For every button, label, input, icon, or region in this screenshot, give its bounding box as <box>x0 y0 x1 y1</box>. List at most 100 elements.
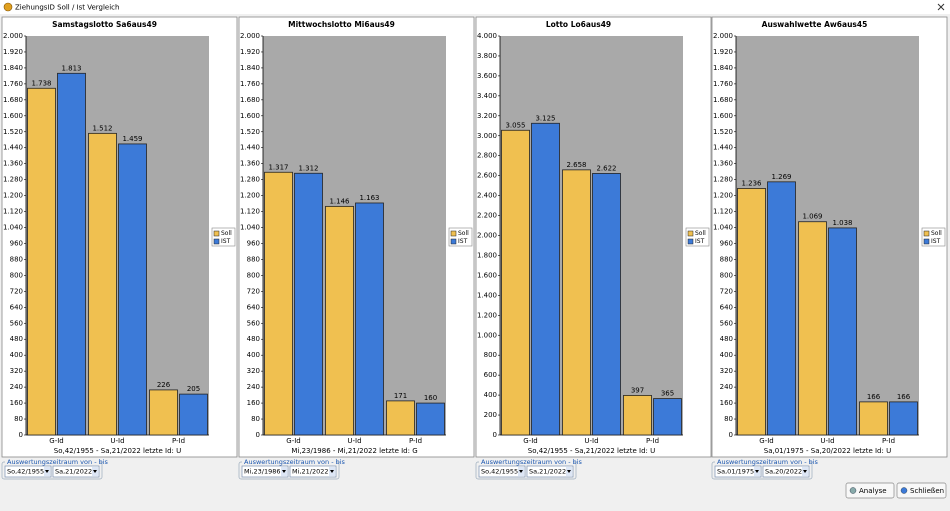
value-label: 1.146 <box>329 197 350 205</box>
y-tick-label: 1.120 <box>240 208 260 216</box>
y-tick-label: 320 <box>10 367 23 375</box>
y-tick-label: 1.600 <box>713 112 733 120</box>
y-tick-label: 880 <box>10 255 23 263</box>
title-bar <box>0 0 950 14</box>
bar <box>828 227 857 436</box>
y-tick-label: 1.680 <box>3 96 23 104</box>
bar <box>767 181 796 436</box>
y-tick-label: 600 <box>484 371 497 379</box>
button[interactable] <box>845 482 895 499</box>
y-tick-label: 1.360 <box>713 160 733 168</box>
y-tick-label: 400 <box>720 351 733 359</box>
range-label: Auswertungszeitraum von - bis <box>244 458 346 466</box>
y-tick-label: 0 <box>19 431 23 439</box>
combo-arrow <box>330 470 334 473</box>
bar <box>531 122 560 436</box>
combo-arrow <box>93 470 97 473</box>
combo-box[interactable] <box>4 465 52 478</box>
y-tick-label: 1.600 <box>477 271 497 279</box>
y-tick-label: 200 <box>484 411 497 419</box>
value-label: 2.622 <box>596 164 616 172</box>
combo-text: Sa,21/2022 <box>529 468 566 476</box>
y-tick-label: 2.800 <box>477 152 497 160</box>
value-label: 1.317 <box>268 163 288 171</box>
legend-label: Soll <box>221 230 232 237</box>
x-tick-label: P-Id <box>646 437 659 445</box>
bar <box>355 202 384 436</box>
y-tick-label: 1.120 <box>713 208 733 216</box>
y-tick-label: 1.920 <box>240 48 260 56</box>
value-label: 160 <box>424 394 437 402</box>
combo-box[interactable] <box>478 465 526 478</box>
button[interactable] <box>896 482 947 499</box>
value-label: 1.738 <box>31 79 51 87</box>
combo-arrow <box>519 470 523 473</box>
value-label: 1.312 <box>298 164 318 172</box>
y-tick-label: 400 <box>247 351 260 359</box>
window-title: ZiehungsID Soll / Ist Vergleich <box>15 4 119 12</box>
y-tick-label: 0 <box>493 431 497 439</box>
bar <box>27 87 56 436</box>
y-tick-label: 1.840 <box>3 64 23 72</box>
combo-box[interactable] <box>52 465 100 478</box>
x-tick-label: G-Id <box>523 437 537 445</box>
y-tick-label: 1.760 <box>240 80 260 88</box>
y-tick-label: 1.200 <box>477 311 497 319</box>
y-tick-label: 320 <box>720 367 733 375</box>
y-tick-label: 2.000 <box>3 32 23 40</box>
y-tick-label: 0 <box>729 431 733 439</box>
value-label: 226 <box>157 381 171 389</box>
y-tick-label: 1.760 <box>713 80 733 88</box>
combo-arrow <box>803 470 807 473</box>
legend-swatch <box>687 238 694 245</box>
button-icon <box>900 487 908 494</box>
value-label: 1.512 <box>92 124 112 132</box>
y-tick-label: 160 <box>720 399 733 407</box>
x-tick-label: P-Id <box>882 437 895 445</box>
x-tick-label: P-Id <box>409 437 422 445</box>
value-label: 1.813 <box>61 64 81 72</box>
combo-arrow <box>282 470 286 473</box>
x-tick-label: G-Id <box>286 437 300 445</box>
chart-title: Auswahlwette Aw6aus45 <box>762 20 868 29</box>
bar <box>798 221 827 436</box>
legend-swatch <box>450 230 457 237</box>
combo-text: Mi,21/2022 <box>292 468 328 476</box>
y-tick-label: 800 <box>10 271 23 279</box>
plot-area <box>736 36 919 435</box>
y-tick-label: 1.920 <box>3 48 23 56</box>
plot-area <box>500 36 683 435</box>
combo-box[interactable] <box>714 465 762 478</box>
close-button[interactable] <box>937 3 945 11</box>
legend-swatch <box>923 238 930 245</box>
y-tick-label: 480 <box>10 335 23 343</box>
y-tick-label: 0 <box>256 431 260 439</box>
button-icon <box>849 487 857 494</box>
combo-box[interactable] <box>526 465 574 478</box>
bar <box>653 398 682 436</box>
value-label: 1.269 <box>771 173 791 181</box>
value-label: 2.658 <box>566 161 586 169</box>
y-tick-label: 720 <box>247 287 260 295</box>
y-tick-label: 1.840 <box>713 64 733 72</box>
y-tick-label: 80 <box>724 415 733 423</box>
button-label: Analyse <box>859 487 887 495</box>
combo-box[interactable] <box>289 465 337 478</box>
y-tick-label: 320 <box>247 367 260 375</box>
y-tick-label: 1.360 <box>240 160 260 168</box>
y-tick-label: 2.000 <box>240 32 260 40</box>
x-tick-label: G-Id <box>759 437 773 445</box>
value-label: 1.236 <box>741 179 762 187</box>
y-tick-label: 400 <box>10 351 23 359</box>
y-tick-label: 720 <box>10 287 23 295</box>
y-tick-label: 2.000 <box>477 232 497 240</box>
y-tick-label: 1.520 <box>240 128 260 136</box>
y-tick-label: 3.800 <box>477 52 497 60</box>
combo-box[interactable] <box>241 465 289 478</box>
y-tick-label: 240 <box>10 383 23 391</box>
value-label: 1.163 <box>359 194 379 202</box>
legend-label: Soll <box>695 230 706 237</box>
combo-box[interactable] <box>762 465 810 478</box>
y-tick-label: 3.600 <box>477 72 497 80</box>
